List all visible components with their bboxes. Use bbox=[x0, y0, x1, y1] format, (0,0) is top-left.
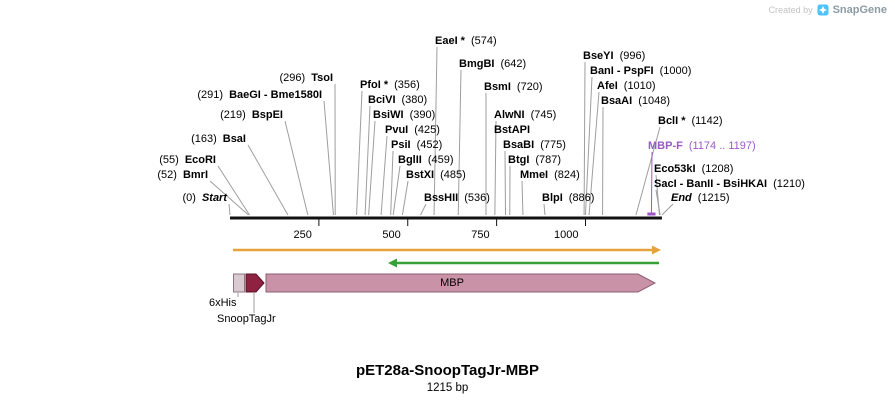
leader-line-bspei bbox=[284, 120, 309, 216]
title-block: pET28a-SnoopTagJr-MBP 1215 bp bbox=[0, 362, 895, 394]
feature-snooptagjr bbox=[245, 273, 265, 293]
snapgene-logo-icon bbox=[817, 4, 829, 16]
leader-line-alwni bbox=[494, 120, 497, 216]
leader-line-bsiwi bbox=[368, 120, 376, 216]
reverse-arrowhead-icon bbox=[388, 258, 397, 268]
leader-line-blpi bbox=[543, 203, 546, 216]
leader-line-bcli bbox=[635, 126, 661, 216]
leader-line-bseyi bbox=[583, 61, 586, 216]
leader-line-bsai bbox=[247, 144, 289, 216]
leader-line-end bbox=[661, 203, 674, 216]
leader-line-bmri bbox=[209, 180, 249, 216]
leader-line-bstxi bbox=[401, 180, 409, 216]
feature-6xhis bbox=[233, 273, 245, 293]
plasmid-length: 1215 bp bbox=[426, 382, 469, 394]
primer-leader-line bbox=[650, 151, 653, 214]
leader-line-bcivi bbox=[364, 105, 371, 216]
leader-line-bglii bbox=[392, 165, 401, 216]
leader-line-eaei bbox=[433, 46, 438, 216]
watermark: Created by SnapGene bbox=[769, 4, 887, 16]
leader-line-mmei bbox=[521, 180, 524, 216]
leader-line-baegi-bme1580i bbox=[323, 100, 334, 216]
feature-mbp bbox=[265, 273, 657, 293]
forward-arrowhead-icon bbox=[652, 245, 661, 255]
leader-line-bani-pspfi bbox=[585, 76, 593, 216]
leader-line-start bbox=[228, 203, 231, 216]
leader-line-psii bbox=[390, 150, 394, 216]
sequence-line bbox=[230, 216, 662, 220]
leader-line-pvui bbox=[380, 135, 388, 216]
leader-line-bsabi bbox=[504, 150, 507, 216]
created-by-text: Created by bbox=[768, 5, 813, 15]
leader-line-afei bbox=[588, 91, 600, 216]
plasmid-title: pET28a-SnoopTagJr-MBP bbox=[355, 362, 540, 379]
leader-line-bsshii bbox=[420, 203, 427, 216]
leader-line-saci-banii-bsihkai bbox=[655, 189, 661, 216]
leader-line-bmgbi bbox=[457, 69, 462, 216]
leader-line-ecori bbox=[217, 165, 250, 216]
leader-line-pfoi bbox=[356, 90, 363, 216]
snapgene-brand: SnapGene bbox=[832, 4, 887, 16]
